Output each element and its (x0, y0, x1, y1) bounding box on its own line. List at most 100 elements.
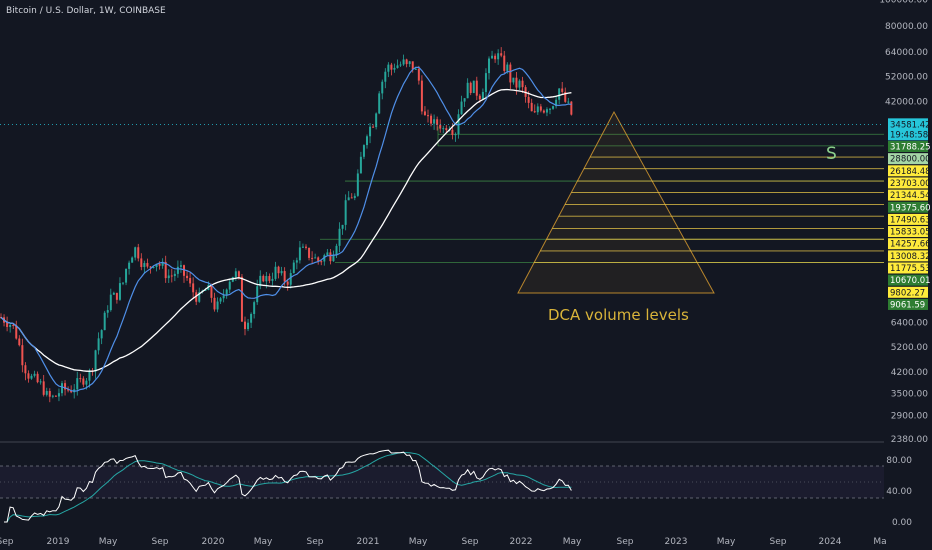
candle-body (57, 393, 60, 397)
rsi-tick-label: 40.00 (886, 487, 912, 497)
dca-volume-label: DCA volume levels (548, 306, 689, 324)
time-tick-label: May (99, 537, 118, 547)
price-tick-label: 4200.00 (891, 368, 928, 378)
time-tick-label: Sep (770, 537, 787, 547)
candle-body (88, 370, 91, 381)
price-level-tag (888, 298, 928, 310)
candle-body (152, 267, 155, 269)
candle-body (189, 278, 192, 284)
candle-body (228, 281, 231, 290)
candle-body (521, 80, 524, 88)
candle-body (408, 61, 411, 65)
candle-body (451, 129, 454, 135)
candle-body (503, 55, 506, 71)
candle-body (402, 59, 405, 65)
candle-body (170, 275, 173, 277)
candle-body (259, 275, 262, 287)
candle-body (320, 261, 323, 263)
candle-body (280, 271, 283, 274)
candle-body (497, 53, 500, 60)
price-level-tag-label: 21344.54 (890, 191, 931, 201)
price-level-tag-label: 9061.59 (890, 300, 925, 310)
s-label: S (826, 144, 837, 164)
candle-body (405, 59, 408, 65)
candle-body (173, 273, 176, 277)
candle-body (512, 77, 515, 83)
candle-body (375, 113, 378, 128)
candle-body (466, 82, 469, 99)
candle-body (369, 126, 372, 137)
rsi-axis[interactable]: 80.00 40.00 0.00 (886, 456, 912, 528)
candle-body (518, 80, 521, 88)
time-axis[interactable]: Sep 2019 May Sep 2020 May Sep 2021 May Sep 2022 May… (0, 537, 887, 547)
candle-body (85, 380, 88, 385)
time-tick-label: 2019 (47, 537, 70, 547)
candle-body (387, 64, 390, 72)
candle-body (240, 276, 243, 322)
price-level-tag (888, 286, 928, 298)
time-tick-label: May (563, 537, 582, 547)
price-level-tag (888, 165, 928, 177)
candle-body (48, 391, 51, 397)
candle-body (561, 88, 564, 92)
time-tick-label: Ma (873, 537, 886, 547)
price-tick-label: 6400.00 (891, 319, 928, 329)
candle-body (192, 283, 195, 293)
candle-body (216, 301, 219, 310)
candle-body (539, 106, 542, 111)
candle-body (262, 275, 265, 282)
candles (0, 47, 573, 403)
price-level-tag-label: 23703.00 (890, 179, 931, 189)
price-tick-label: 2380.00 (891, 435, 928, 445)
candle-body (51, 395, 54, 397)
candle-body (76, 378, 79, 390)
candle-body (500, 53, 503, 56)
candle-body (79, 378, 82, 380)
price-level-tag-label: 14257.66 (890, 240, 931, 250)
rsi-tick-label: 0.00 (892, 518, 912, 528)
candle-body (167, 275, 170, 279)
time-tick-label: 2021 (357, 537, 380, 547)
candle-body (326, 252, 329, 256)
candle-body (186, 275, 189, 279)
candle-body (155, 263, 158, 268)
candle-body (222, 295, 225, 299)
candle-body (27, 373, 30, 379)
price-level-tag-label: 28800.00 (890, 155, 931, 165)
candle-body (97, 338, 100, 351)
candle-body (298, 247, 301, 261)
candle-body (42, 381, 45, 395)
candle-body (488, 58, 490, 74)
candle-body (414, 68, 417, 70)
candle-body (329, 252, 332, 262)
candle-body (372, 126, 375, 128)
candle-body (179, 265, 182, 267)
price-level-tag (888, 250, 928, 262)
price-axis[interactable]: 100000.00 80000.00 64000.00 52000.00 42000.0… (879, 0, 928, 445)
candle-body (256, 286, 259, 303)
candle-body (176, 266, 179, 274)
candle-body (433, 119, 436, 124)
candle-body (164, 261, 167, 279)
time-tick-label: May (717, 537, 736, 547)
candle-body (45, 391, 48, 395)
candle-body (417, 68, 420, 81)
candle-body (515, 77, 518, 88)
price-tick-label: 42000.00 (885, 98, 928, 108)
candle-body (301, 246, 304, 248)
candle-body (350, 197, 353, 199)
candle-body (24, 365, 27, 374)
candle-body (308, 247, 311, 258)
candle-body (384, 71, 387, 82)
candle-body (225, 289, 228, 296)
candle-body (292, 262, 295, 274)
candle-body (237, 271, 240, 277)
candle-body (347, 197, 350, 201)
price-level-tag-label: 11775.53 (890, 264, 931, 274)
candle-body (277, 266, 280, 274)
price-level-tag (888, 189, 928, 201)
candle-body (460, 101, 463, 115)
candle-body (109, 294, 112, 311)
candle-body (427, 115, 429, 117)
